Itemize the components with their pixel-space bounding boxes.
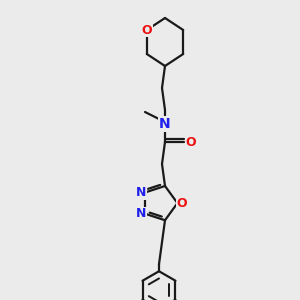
Text: O: O xyxy=(176,196,187,210)
Text: N: N xyxy=(159,117,171,131)
Text: N: N xyxy=(136,207,146,220)
Text: O: O xyxy=(186,136,196,148)
Text: N: N xyxy=(136,186,146,199)
Text: O: O xyxy=(142,23,152,37)
